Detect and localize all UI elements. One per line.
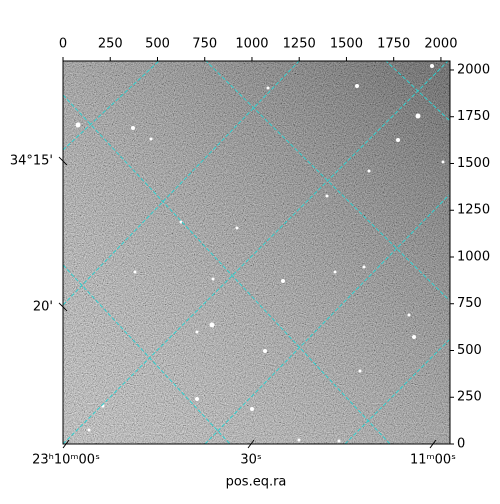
world-x-tick xyxy=(62,439,70,449)
x-tick-label: 500 xyxy=(145,37,170,52)
stars xyxy=(75,64,445,443)
x-tick-label: 2000 xyxy=(424,37,457,52)
x-tick-label: 1500 xyxy=(330,37,363,52)
world-grid xyxy=(63,61,450,444)
world-x-tick-label: 11ᵐ00ˢ xyxy=(410,453,456,468)
y-tick-label: 1000 xyxy=(457,249,490,264)
world-x-tick xyxy=(429,439,437,449)
x-tick-label: 0 xyxy=(59,37,67,52)
y-tick-label: 0 xyxy=(457,437,465,452)
y-tick-label: 1750 xyxy=(457,109,490,124)
y-tick-label: 2000 xyxy=(457,62,490,77)
x-tick-label: 1250 xyxy=(283,37,316,52)
world-x-tick-label: 30ˢ xyxy=(240,453,262,468)
x-tick-label: 250 xyxy=(98,37,123,52)
world-y-tick xyxy=(58,302,68,312)
world-x-tick xyxy=(247,439,255,449)
y-tick-label: 250 xyxy=(457,390,482,405)
x-tick-label: 1000 xyxy=(235,37,268,52)
x-tick-label: 1750 xyxy=(377,37,410,52)
x-axis-label: pos.eq.ra xyxy=(226,475,287,490)
y-tick-label: 750 xyxy=(457,296,482,311)
frame xyxy=(62,60,451,445)
world-y-tick-label: 20' xyxy=(33,299,53,314)
world-x-tick-label: 23ʰ10ᵐ00ˢ xyxy=(32,453,100,468)
x-tick-label: 750 xyxy=(192,37,217,52)
y-tick-label: 1250 xyxy=(457,203,490,218)
world-y-tick-label: 34°15' xyxy=(10,154,53,169)
y-tick-label: 1500 xyxy=(457,156,490,171)
world-y-tick xyxy=(58,156,68,166)
image xyxy=(63,61,450,444)
y-tick-label: 500 xyxy=(457,343,482,358)
